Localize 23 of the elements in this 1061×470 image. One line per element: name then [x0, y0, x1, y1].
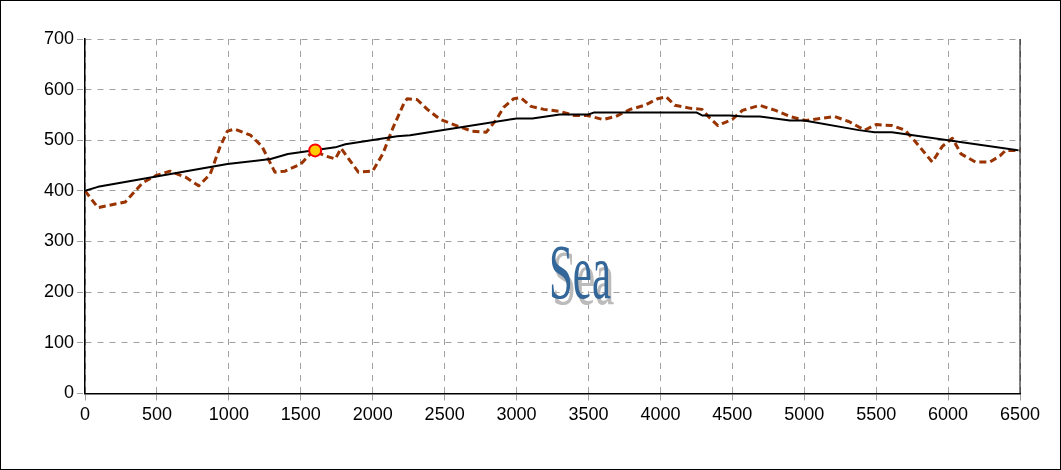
x-tick-label: 2000: [352, 404, 393, 425]
x-tick-label: 3500: [568, 404, 609, 425]
x-tick-label: 3000: [496, 404, 537, 425]
x-tick-label: 6500: [999, 404, 1041, 425]
y-tick-label: 100: [43, 331, 75, 352]
y-tick-label: 700: [43, 27, 75, 48]
y-tick-label: 600: [43, 78, 75, 99]
y-tick-label: 200: [43, 281, 75, 302]
x-tick-label: 0: [80, 404, 91, 425]
x-tick-label: 1500: [280, 404, 321, 425]
x-tick-label: 2500: [424, 404, 465, 425]
x-tick-label: 4500: [712, 404, 753, 425]
y-tick-label: 500: [43, 129, 75, 150]
x-tick-label: 1000: [208, 404, 249, 425]
y-tick-label: 300: [43, 230, 75, 251]
x-tick-label: 5500: [856, 404, 897, 425]
y-tick-label: 0: [64, 382, 75, 403]
x-tick-label: 4000: [640, 404, 681, 425]
y-tick-label: 400: [43, 179, 75, 200]
x-tick-label: 500: [141, 404, 172, 425]
annotation: Sea: [549, 228, 611, 315]
x-tick-label: 5000: [784, 404, 825, 425]
x-tick-label: 6000: [928, 404, 969, 425]
